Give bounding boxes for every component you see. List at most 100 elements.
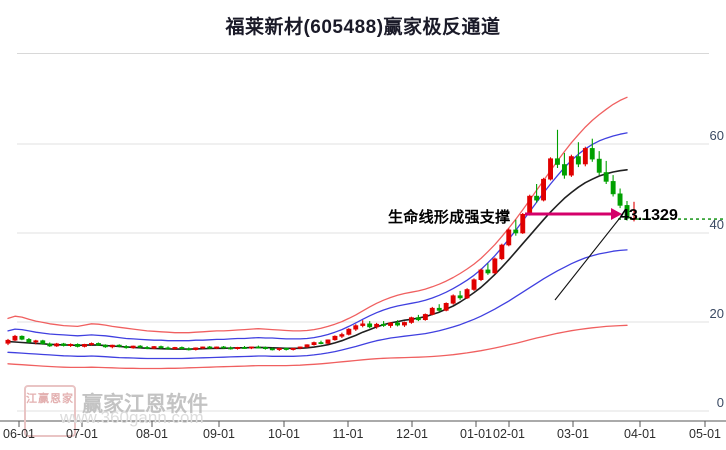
current-price-label: 43.1329 [620,207,678,224]
candle-body [40,340,46,345]
watermark-seal: 江赢恩家 [24,385,76,437]
candle-body [464,289,470,299]
candle-body [249,346,254,349]
candle-body [19,335,25,340]
candle-body [582,148,588,165]
candle-body [96,343,101,346]
y-tick-label-40: 40 [709,217,724,232]
candle-body [575,156,581,165]
candle-body [33,340,39,343]
x-tick-label-07-01: 07-01 [66,427,98,441]
candle-body [561,164,567,176]
x-tick-label-03-01: 03-01 [557,427,589,441]
x-tick-label-02-01: 02-01 [493,427,525,441]
x-tick-label-04-01: 04-01 [624,427,656,441]
candle-body [179,347,185,349]
candle-body [5,339,11,344]
channel-line [7,132,628,342]
candle-body [130,345,136,349]
x-tick-label-06-01: 06-01 [3,427,35,441]
candle-body [568,156,574,176]
candle-body [89,343,94,345]
candle-body [617,193,623,206]
candle-body [304,344,310,348]
channel-line [7,324,628,370]
candle-body [346,328,352,335]
candle-body [443,302,449,311]
candle-body [374,323,380,328]
candle-body [381,323,386,326]
candle-body [548,158,554,180]
candle-body [388,322,393,326]
candle-body [172,347,178,349]
candle-body [200,346,206,349]
candle-body [589,148,595,160]
candle-body [485,269,491,274]
candle-body [395,322,400,326]
x-tick-label-05-01: 05-01 [689,427,721,441]
watermark-url: www.360gann.com [60,408,204,427]
candle-body [554,158,560,165]
candle-body [520,214,526,234]
candle-body [471,279,477,290]
candle-body [415,317,421,321]
candle-body [82,343,88,347]
page-title: 福莱新材(605488)赢家极反通道 [225,17,501,38]
candle-body [429,307,435,315]
candle-body [332,335,338,341]
candle-body [527,195,533,215]
candle-body [207,346,213,349]
candle-body [339,334,345,337]
candle-body [109,344,115,348]
candle-body [151,346,157,349]
candle-body [165,347,171,350]
candle-body [283,347,289,350]
candle-body [221,346,227,349]
x-tick-label-12-01: 12-01 [396,427,428,441]
x-tick-label-01-01: 01-01 [460,427,492,441]
candle-body [158,346,164,349]
candle-body [311,342,317,346]
candle-body [61,343,67,346]
candle-body [457,295,463,299]
channel-line [7,96,628,334]
annotation-text: 生命线形成强支撑 [388,209,511,226]
x-tick-label-08-01: 08-01 [136,427,168,441]
pointer-diagonal-line [554,213,624,301]
candle-body [186,348,192,351]
candle-body [534,195,540,201]
candle-body [513,229,519,234]
candle-body [401,322,407,326]
candle-body [450,295,456,304]
x-tick-label-09-01: 09-01 [203,427,235,441]
candle-body [276,347,282,350]
candle-body [12,335,18,341]
candle-body [478,269,484,280]
candle-body [144,347,150,349]
candle-body [214,346,220,349]
watermark-brand: 赢家江恩软件 [82,393,208,416]
candle-body [242,347,247,349]
candle-body [68,343,74,346]
y-tick-label-0: 0 [716,395,724,410]
candle-body [596,158,602,173]
channel-line [7,249,628,360]
candle-body [492,258,498,274]
candle-body [262,347,268,349]
candle-body [255,346,261,349]
candle-body [541,178,547,201]
candle-body [367,323,373,328]
candle-body [499,244,505,260]
x-tick-label-10-01: 10-01 [268,427,300,441]
candle-body [624,205,630,219]
y-tick-label-60: 60 [709,128,724,143]
candle-body [235,347,240,349]
candle-body [54,343,60,347]
candle-body [436,307,442,311]
candle-body [603,172,609,182]
candle-body [422,314,428,320]
candle-body [506,229,512,246]
chart-top-border [17,53,709,54]
